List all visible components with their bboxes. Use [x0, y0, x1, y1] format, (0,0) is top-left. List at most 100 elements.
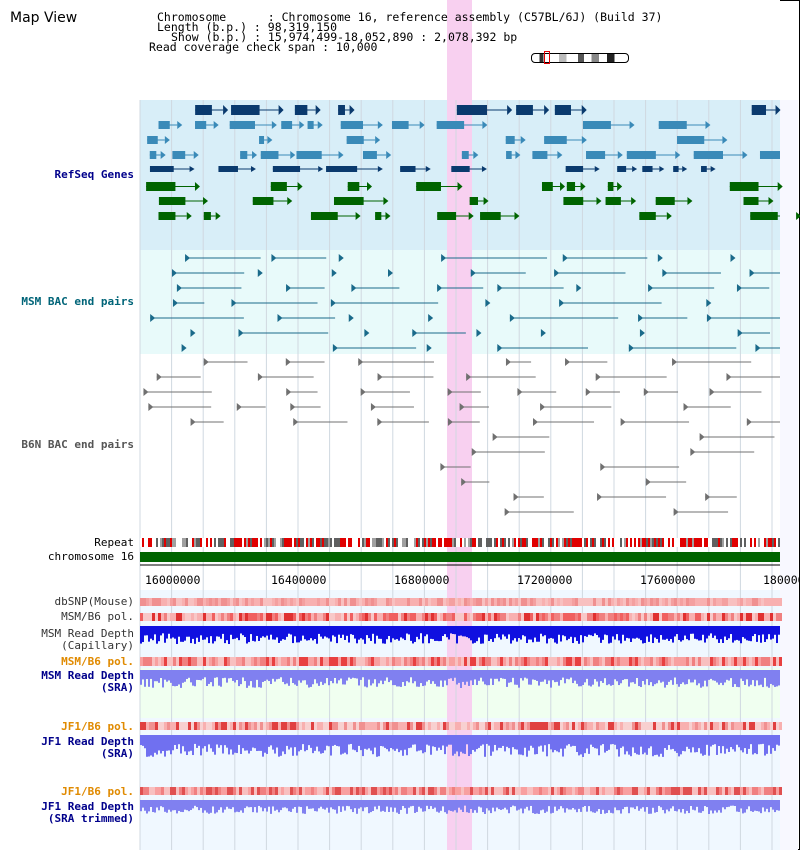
read-depth-bar: [416, 800, 418, 812]
read-depth-bar: [400, 735, 402, 751]
read-depth-bar: [326, 800, 328, 808]
polymorphism-cell: [416, 722, 419, 730]
read-depth-bar: [754, 735, 756, 754]
repeat-element: [394, 538, 396, 547]
dbsnp-density-cell: [338, 598, 341, 606]
polymorphism-cell: [416, 787, 419, 795]
read-depth-bar: [226, 626, 228, 641]
dbsnp-density-cell: [581, 598, 584, 606]
polymorphism-cell: [332, 657, 335, 666]
polymorphism-cell: [287, 613, 290, 621]
read-depth-bar: [636, 626, 638, 638]
bac-end-marker: [706, 299, 712, 307]
read-depth-bar: [446, 626, 448, 638]
read-depth-bar: [716, 735, 718, 755]
polymorphism-cell: [242, 613, 245, 621]
polymorphism-cell: [206, 657, 209, 666]
jf1-read-depth-sra-label[interactable]: JF1 Read Depth: [41, 735, 134, 748]
msm-read-depth-sra-label[interactable]: MSM Read Depth: [41, 669, 134, 682]
polymorphism-cell: [410, 613, 413, 621]
jf1-b6-pol-label-1[interactable]: JF1/B6 pol.: [61, 720, 134, 733]
bac-end-marker: [639, 329, 645, 337]
repeat-element: [254, 538, 256, 547]
read-depth-bar: [748, 735, 750, 749]
msm-b6-pol-label-2[interactable]: MSM/B6 pol.: [61, 655, 134, 668]
polymorphism-cell: [440, 722, 443, 730]
read-depth-bar: [602, 800, 604, 810]
polymorphism-cell: [248, 722, 251, 730]
read-depth-bar: [466, 626, 468, 638]
refseq-genes-label[interactable]: RefSeq Genes: [54, 168, 134, 181]
repeat-element: [714, 538, 716, 547]
polymorphism-cell: [689, 657, 692, 666]
chromosome-ideogram[interactable]: [531, 53, 629, 63]
dbsnp-label[interactable]: dbSNP(Mouse): [54, 595, 134, 608]
dbsnp-density-cell: [764, 598, 767, 606]
read-depth-bar: [628, 800, 630, 814]
polymorphism-cell: [554, 787, 557, 795]
read-depth-bar: [210, 735, 212, 749]
read-depth-bar: [606, 800, 608, 813]
read-depth-bar: [142, 670, 144, 680]
read-depth-bar: [346, 800, 348, 806]
polymorphism-cell: [530, 613, 533, 621]
repeat-element: [592, 538, 594, 547]
read-depth-bar: [772, 626, 774, 639]
read-depth-bar: [374, 626, 376, 644]
repeat-element: [500, 538, 502, 547]
read-depth-bar: [170, 670, 172, 683]
gene-exon: [259, 136, 265, 144]
b6n-bac-end-pairs-label[interactable]: B6N BAC end pairs: [21, 438, 134, 451]
dbsnp-density-cell: [305, 598, 308, 606]
read-depth-bar: [660, 626, 662, 636]
polymorphism-cell: [452, 787, 455, 795]
read-depth-bar: [236, 800, 238, 812]
gene-strand-arrow: [338, 151, 344, 159]
polymorphism-cell: [398, 722, 401, 730]
polymorphism-cell: [491, 613, 494, 621]
read-depth-bar: [286, 626, 288, 637]
read-depth-bar: [166, 800, 168, 813]
read-depth-bar: [292, 735, 294, 756]
read-depth-bar: [366, 670, 368, 688]
read-depth-bar: [332, 626, 334, 636]
read-depth-bar: [196, 800, 198, 808]
read-depth-bar: [370, 735, 372, 751]
msm-read-depth-capillary-label[interactable]: MSM Read Depth: [41, 627, 134, 640]
polymorphism-cell: [365, 613, 368, 621]
read-depth-bar: [160, 670, 162, 679]
polymorphism-cell: [188, 722, 191, 730]
read-depth-bar: [404, 670, 406, 686]
read-depth-bar: [770, 735, 772, 754]
read-depth-bar: [664, 670, 666, 688]
polymorphism-cell: [194, 613, 197, 621]
repeat-element: [564, 538, 566, 547]
read-depth-bar: [466, 800, 468, 813]
repeat-element: [386, 538, 388, 547]
jf1-b6-pol-label-2[interactable]: JF1/B6 pol.: [61, 785, 134, 798]
read-depth-bar: [226, 735, 228, 748]
read-depth-bar: [298, 626, 300, 643]
read-depth-bar: [344, 735, 346, 753]
read-depth-bar: [178, 735, 180, 745]
polymorphism-cell: [767, 657, 770, 666]
read-depth-bar: [250, 735, 252, 751]
msm-b6-pol-label-1[interactable]: MSM/B6 pol.: [61, 610, 134, 623]
gene-exon: [296, 151, 322, 159]
read-depth-bar: [698, 626, 700, 641]
polymorphism-cell: [272, 613, 275, 621]
repeat-element: [458, 538, 460, 547]
msm-bac-end-pairs-label[interactable]: MSM BAC end pairs: [21, 295, 134, 308]
read-depth-bar: [378, 626, 380, 639]
gene-exon: [586, 151, 606, 159]
polymorphism-cell: [386, 613, 389, 621]
read-depth-bar: [314, 735, 316, 751]
read-depth-bar: [370, 626, 372, 641]
repeat-element: [412, 538, 414, 547]
polymorphism-cell: [623, 722, 626, 730]
jf1-read-depth-trimmed-label[interactable]: JF1 Read Depth: [41, 800, 134, 813]
read-depth-bar: [204, 735, 206, 747]
polymorphism-cell: [677, 787, 680, 795]
repeat-element: [748, 538, 750, 547]
read-depth-bar: [554, 670, 556, 683]
